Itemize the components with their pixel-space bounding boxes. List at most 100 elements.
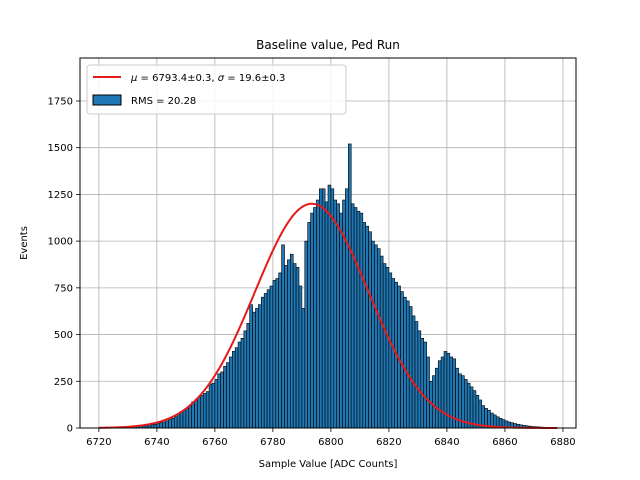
- histogram-bar: [272, 280, 277, 429]
- histogram-bar: [159, 422, 163, 429]
- histogram-bar: [408, 306, 413, 429]
- histogram-bar: [165, 420, 169, 429]
- histogram-bar: [202, 393, 207, 429]
- legend-fit-label: μ = 6793.4±0.3, σ = 19.6±0.3: [130, 73, 285, 84]
- histogram-bar: [359, 212, 364, 429]
- histogram-bar: [339, 212, 343, 429]
- histogram-bar: [243, 330, 248, 429]
- histogram-bar: [252, 311, 256, 429]
- histogram-bar: [475, 394, 480, 429]
- histogram-bar: [266, 289, 271, 429]
- histogram-bar: [443, 351, 448, 429]
- histogram-bar: [420, 338, 425, 429]
- histogram-bar: [371, 240, 375, 429]
- histogram-bar: [391, 278, 396, 429]
- histogram-bar: [307, 222, 311, 429]
- y-axis: 0 250 500 750 1000 1250 1500 1750: [48, 96, 80, 435]
- histogram-bar: [324, 201, 329, 429]
- histogram-bar: [182, 409, 187, 429]
- histogram-bar: [179, 411, 184, 429]
- histogram-bar: [313, 207, 317, 429]
- histogram-bar: [330, 188, 335, 429]
- histogram-bar: [258, 304, 262, 429]
- histogram-bar: [240, 338, 245, 429]
- histogram-bar: [333, 199, 338, 429]
- histogram-bar: [205, 391, 210, 429]
- histogram-bar: [377, 248, 381, 429]
- x-tick-label: 6840: [434, 437, 459, 448]
- histogram-bar: [432, 375, 436, 429]
- histogram-bar: [321, 188, 326, 429]
- histogram-bar: [263, 293, 268, 429]
- histogram-bar: [403, 296, 407, 429]
- histogram-bar: [414, 321, 419, 429]
- histogram-bar: [188, 405, 192, 429]
- histogram-bar: [353, 207, 358, 429]
- x-tick-label: 6800: [318, 437, 343, 448]
- histogram-bar: [411, 315, 416, 429]
- histogram-bar: [237, 341, 242, 429]
- x-tick-label: 6720: [86, 437, 111, 448]
- y-tick-label: 1750: [48, 96, 73, 107]
- histogram-bar: [362, 222, 367, 429]
- histogram-bar: [289, 253, 294, 429]
- histogram-bar: [255, 308, 259, 429]
- histogram-bar: [229, 356, 233, 429]
- histogram-bar: [191, 401, 195, 429]
- histogram-bar: [234, 347, 239, 429]
- histogram-bar: [275, 278, 279, 429]
- histogram-bar: [336, 203, 340, 429]
- histogram-bar: [171, 417, 175, 429]
- histogram-bar: [301, 308, 306, 429]
- histogram-bar: [246, 323, 250, 429]
- histogram-bar: [466, 382, 471, 429]
- y-tick-label: 750: [54, 283, 73, 294]
- histogram-bar: [478, 399, 483, 429]
- histogram-bar: [365, 225, 369, 429]
- histogram-bar: [423, 341, 427, 429]
- y-tick-label: 1250: [48, 190, 73, 201]
- histogram-bar: [472, 390, 477, 429]
- chart-title: Baseline value, Ped Run: [256, 38, 400, 52]
- histogram-bar: [356, 210, 361, 429]
- histogram-bar: [231, 351, 236, 429]
- x-axis-title: Sample Value [ADC Counts]: [259, 459, 398, 470]
- histogram-bar: [168, 419, 172, 429]
- histogram-bar: [153, 423, 158, 429]
- histogram-bar: [316, 199, 320, 429]
- gaussian-fit-line: [98, 202, 558, 429]
- histogram-bar: [406, 300, 410, 429]
- histogram-bar: [382, 263, 387, 429]
- x-tick-label: 6880: [550, 437, 575, 448]
- x-tick-label: 6820: [376, 437, 401, 448]
- legend-sigma-symbol: σ: [218, 73, 225, 84]
- histogram-bar: [249, 304, 253, 429]
- histogram-bar: [200, 394, 204, 429]
- histogram-bar: [226, 362, 230, 429]
- histogram-bar: [156, 423, 161, 429]
- histogram-bar: [260, 296, 265, 429]
- histogram-bar: [269, 285, 274, 429]
- histogram-bar: [176, 413, 181, 429]
- histogram-bar: [211, 382, 216, 429]
- histogram-bar: [223, 366, 227, 429]
- histogram-bar: [327, 184, 332, 429]
- y-axis-title: Events: [19, 226, 30, 260]
- x-axis: 6720 6740 6760 6780 6800 6820 6840 6860 6880: [86, 428, 576, 448]
- x-tick-label: 6740: [144, 437, 169, 448]
- histogram-bar: [400, 291, 404, 429]
- y-tick-label: 0: [67, 424, 73, 435]
- histogram-bars: [101, 143, 567, 429]
- histogram-bar: [350, 203, 355, 429]
- histogram-bar: [469, 386, 474, 429]
- x-tick-label: 6860: [492, 437, 517, 448]
- histogram-bar: [417, 330, 422, 429]
- histogram-bar: [208, 383, 213, 429]
- histogram-bar: [214, 379, 219, 429]
- legend-sigma-value: 19.6±0.3: [239, 73, 286, 84]
- x-tick-label: 6760: [202, 437, 227, 448]
- legend-hist-label: RMS = 20.28: [131, 96, 196, 107]
- histogram-bar: [295, 266, 300, 429]
- histogram-bar: [374, 244, 378, 429]
- histogram-bar: [379, 255, 384, 429]
